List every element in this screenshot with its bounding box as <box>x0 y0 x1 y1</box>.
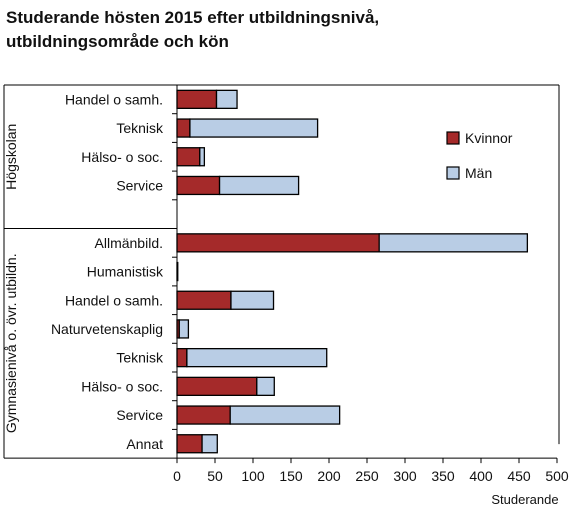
x-tick-label: 0 <box>173 468 181 484</box>
category-label: Service <box>116 177 163 193</box>
bar-segment-man <box>230 290 275 310</box>
category-label: Handel o samh. <box>65 91 163 107</box>
bar-segment-man <box>229 405 341 425</box>
category-label: Hälso- o soc. <box>81 378 163 394</box>
chart-title: Studerande hösten 2015 efter utbildnings… <box>6 6 576 54</box>
chart-title-line-2: utbildningsområde och kön <box>6 32 229 51</box>
x-tick-label: 50 <box>207 468 223 484</box>
x-axis-label: Studerande <box>491 492 558 507</box>
bar-segment-kvinnor <box>176 434 203 454</box>
x-tick-label: 500 <box>545 468 569 484</box>
category-label: Service <box>116 407 163 423</box>
legend-swatch-man <box>446 166 460 180</box>
x-tick-label: 250 <box>355 468 379 484</box>
bar-segment-man <box>186 347 328 368</box>
bar-segment-kvinnor <box>176 290 232 310</box>
category-label: Teknisk <box>116 120 164 136</box>
bar-segment-kvinnor <box>176 376 258 397</box>
category-label: Humanistisk <box>87 264 164 280</box>
bar-segment-kvinnor <box>176 405 231 425</box>
bar-segment-man <box>199 147 206 167</box>
bar-segment-man <box>215 89 238 109</box>
category-label: Allmänbild. <box>95 235 163 251</box>
bar-segment-man <box>189 118 319 138</box>
x-tick-label: 100 <box>241 468 265 484</box>
group-label: Högskolan <box>3 124 19 190</box>
bar-segment-man <box>218 175 300 196</box>
bar-segment-kvinnor <box>176 233 380 253</box>
bar-segment-kvinnor <box>176 147 201 167</box>
bar-segment-man <box>256 376 275 397</box>
group-label: Gymnasienivå o. övr. utbildn. <box>3 253 19 433</box>
category-label: Naturvetenskaplig <box>51 321 163 337</box>
bar-segment-kvinnor <box>176 118 191 138</box>
category-label: Annat <box>126 436 163 452</box>
category-label: Handel o samh. <box>65 292 163 308</box>
x-tick-label: 450 <box>507 468 531 484</box>
x-tick-label: 200 <box>317 468 341 484</box>
bar-segment-man <box>178 319 190 339</box>
category-label: Hälso- o soc. <box>81 149 163 165</box>
bar-segment-kvinnor <box>176 261 179 282</box>
bar-segment-kvinnor <box>176 89 218 109</box>
x-tick-label: 300 <box>393 468 417 484</box>
x-tick-label: 400 <box>469 468 493 484</box>
bar-segment-man <box>201 434 218 454</box>
chart-title-line-1: Studerande hösten 2015 efter utbildnings… <box>6 8 380 27</box>
category-label: Teknisk <box>116 350 164 366</box>
legend-label-man: Män <box>465 165 492 181</box>
bar-segment-man <box>378 233 529 253</box>
bar-segment-kvinnor <box>176 347 188 368</box>
x-tick-label: 150 <box>279 468 303 484</box>
legend-swatch-kvinnor <box>446 131 460 145</box>
bar-segment-kvinnor <box>176 175 221 196</box>
legend-label-kvinnor: Kvinnor <box>465 130 513 146</box>
x-tick-label: 350 <box>431 468 455 484</box>
